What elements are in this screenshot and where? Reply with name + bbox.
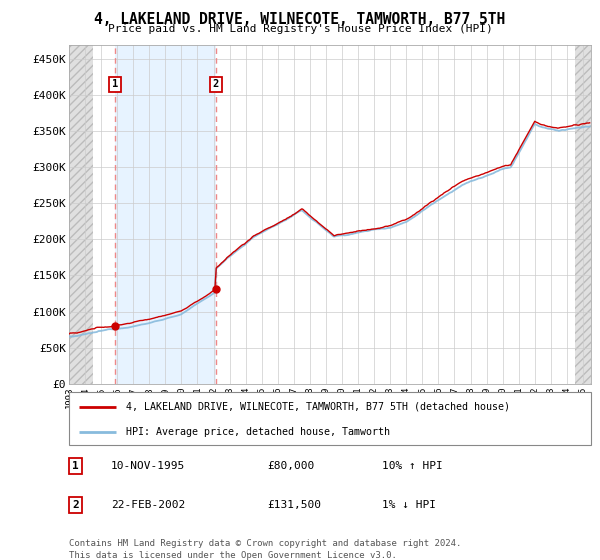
Text: HPI: Average price, detached house, Tamworth: HPI: Average price, detached house, Tamw… xyxy=(127,427,391,437)
Text: £80,000: £80,000 xyxy=(268,461,314,471)
FancyBboxPatch shape xyxy=(69,392,591,445)
Text: 10% ↑ HPI: 10% ↑ HPI xyxy=(382,461,443,471)
Text: 2: 2 xyxy=(72,500,79,510)
Text: 1: 1 xyxy=(72,461,79,471)
Bar xyxy=(69,45,93,384)
Text: Contains HM Land Registry data © Crown copyright and database right 2024.
This d: Contains HM Land Registry data © Crown c… xyxy=(69,539,461,559)
Text: 4, LAKELAND DRIVE, WILNECOTE, TAMWORTH, B77 5TH: 4, LAKELAND DRIVE, WILNECOTE, TAMWORTH, … xyxy=(94,12,506,27)
Text: 1: 1 xyxy=(112,80,118,90)
Text: 22-FEB-2002: 22-FEB-2002 xyxy=(111,500,185,510)
Bar xyxy=(575,45,591,384)
Bar xyxy=(115,45,216,384)
Text: 4, LAKELAND DRIVE, WILNECOTE, TAMWORTH, B77 5TH (detached house): 4, LAKELAND DRIVE, WILNECOTE, TAMWORTH, … xyxy=(127,402,511,412)
Text: £131,500: £131,500 xyxy=(268,500,322,510)
Text: 1% ↓ HPI: 1% ↓ HPI xyxy=(382,500,436,510)
Text: 2: 2 xyxy=(213,80,219,90)
Text: Price paid vs. HM Land Registry's House Price Index (HPI): Price paid vs. HM Land Registry's House … xyxy=(107,24,493,34)
Text: 10-NOV-1995: 10-NOV-1995 xyxy=(111,461,185,471)
